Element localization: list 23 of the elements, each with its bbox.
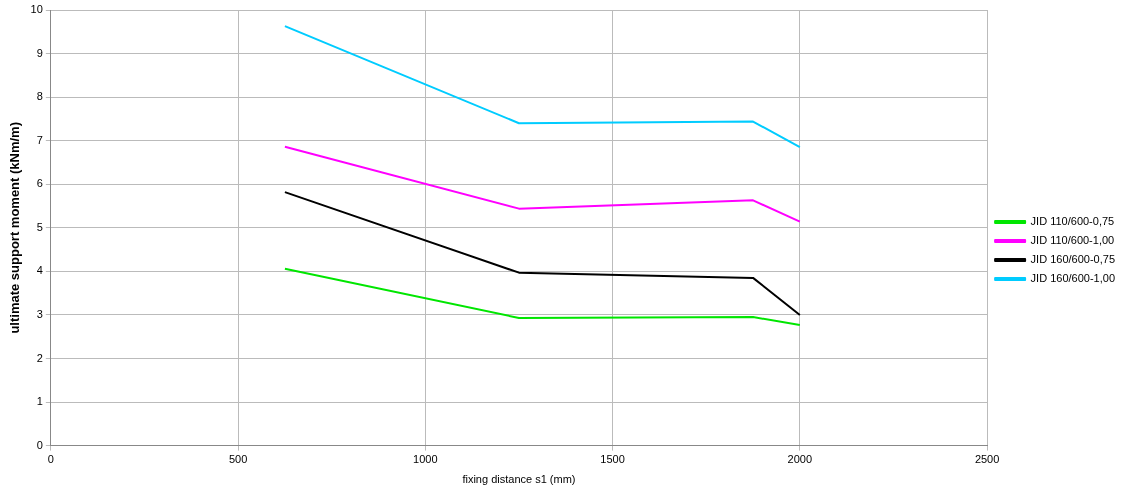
y-tick-label: 9 — [36, 46, 43, 59]
y-tick-label: 2 — [36, 351, 43, 364]
x-tick-label: 500 — [228, 453, 248, 466]
y-tick-label: 4 — [36, 264, 43, 277]
x-tick-label: 1500 — [600, 453, 625, 466]
x-tick-label: 2500 — [974, 453, 1000, 466]
x-tick-label: 1000 — [413, 453, 438, 466]
x-tick-label: 2000 — [787, 453, 813, 466]
legend-label: JID 160/600-0,75 — [1030, 253, 1115, 266]
y-tick-label: 0 — [36, 438, 43, 451]
legend-label: JID 160/600-1,00 — [1030, 272, 1115, 285]
y-axis-title: ultimate support moment (kNm/m) — [7, 121, 23, 334]
legend-label: JID 110/600-1,00 — [1030, 234, 1115, 247]
y-tick-label: 10 — [30, 3, 43, 16]
y-tick-label: 3 — [36, 307, 43, 320]
y-tick-label: 6 — [36, 177, 43, 190]
y-tick-label: 7 — [36, 133, 43, 146]
y-tick-label: 1 — [36, 395, 43, 408]
y-tick-label: 8 — [36, 90, 43, 103]
y-tick-label: 5 — [36, 220, 43, 233]
legend-label: JID 110/600-0,75 — [1030, 215, 1115, 228]
x-axis-title: fixing distance s1 (mm) — [462, 473, 576, 486]
x-tick-label: 0 — [47, 453, 54, 466]
